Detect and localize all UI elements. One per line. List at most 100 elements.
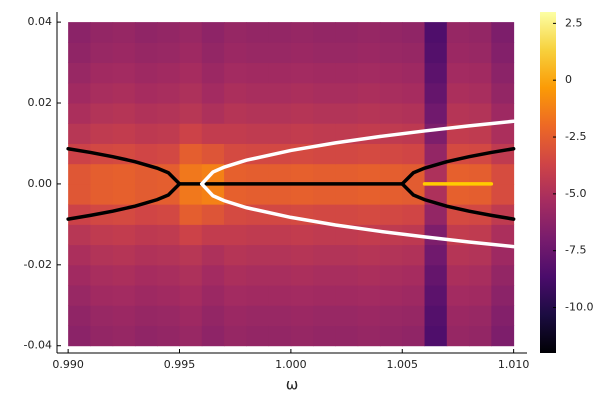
heatmap-cell xyxy=(357,62,381,84)
heatmap-cell xyxy=(424,62,448,84)
heatmap-cell xyxy=(424,204,448,225)
heatmap-cell xyxy=(90,325,114,347)
heatmap-cell xyxy=(335,204,359,225)
heatmap-cell xyxy=(313,163,336,185)
heatmap-cell xyxy=(134,305,158,326)
heatmap-cell xyxy=(335,264,359,286)
heatmap-cell xyxy=(201,62,225,84)
heatmap-cell xyxy=(90,183,114,205)
heatmap-cell xyxy=(201,143,225,165)
heatmap-cell xyxy=(201,22,225,43)
y-tick-label: 0.02 xyxy=(28,96,53,109)
heatmap-cell xyxy=(68,163,91,185)
heatmap-cell xyxy=(201,123,225,144)
heatmap-cell xyxy=(290,62,314,84)
heatmap-cell xyxy=(446,264,470,286)
heatmap-cell xyxy=(402,42,426,64)
heatmap-cell xyxy=(469,103,492,124)
heatmap-cell xyxy=(246,42,270,64)
heatmap-cell xyxy=(224,285,247,306)
heatmap-cell xyxy=(491,305,515,326)
heatmap-cell xyxy=(90,22,114,43)
heatmap-cell xyxy=(179,123,203,144)
curve xyxy=(400,146,516,186)
heatmap-cell xyxy=(290,163,314,185)
heatmap-cell xyxy=(90,42,114,64)
heatmap-cell xyxy=(134,285,158,306)
heatmap-cell xyxy=(134,143,158,165)
heatmap-cell xyxy=(90,103,114,124)
heatmap-cell xyxy=(357,42,381,64)
heatmap-cell xyxy=(424,42,448,64)
heatmap-cell xyxy=(157,42,181,64)
heatmap-cell xyxy=(157,244,181,266)
heatmap-cell xyxy=(246,62,270,84)
heatmap-cell xyxy=(224,224,247,246)
heatmap-cell xyxy=(446,325,470,347)
y-tick-label: -0.04 xyxy=(24,339,52,352)
heatmap-cell xyxy=(335,244,359,266)
heatmap-cell xyxy=(379,183,403,205)
heatmap-cell xyxy=(179,244,203,266)
heatmap-cell xyxy=(90,123,114,144)
heatmap-cell xyxy=(313,264,336,286)
heatmap-cell xyxy=(246,264,270,286)
heatmap-cell xyxy=(469,325,492,347)
heatmap-cell xyxy=(313,42,336,64)
heatmap-cell xyxy=(268,22,292,43)
heatmap-cell xyxy=(224,183,247,205)
heatmap-cell xyxy=(402,325,426,347)
curve xyxy=(66,146,182,186)
heatmap-cell xyxy=(179,264,203,286)
heatmap-cell xyxy=(68,42,91,64)
heatmap-cell xyxy=(424,123,448,144)
heatmap-cell xyxy=(179,183,203,205)
heatmap-cell xyxy=(224,264,247,286)
heatmap-cell xyxy=(134,244,158,266)
heatmap-cell xyxy=(246,103,270,124)
x-axis-label: ω xyxy=(286,376,299,394)
heatmap-cell xyxy=(68,244,91,266)
heatmap-cell xyxy=(402,143,426,165)
heatmap-cell xyxy=(424,244,448,266)
heatmap-cell xyxy=(469,62,492,84)
heatmap-cell xyxy=(268,123,292,144)
heatmap-cell xyxy=(112,224,136,246)
heatmap-cell xyxy=(224,305,247,326)
heatmap-cell xyxy=(246,82,270,104)
heatmap-cell xyxy=(157,82,181,104)
heatmap-cell xyxy=(157,264,181,286)
heatmap-cell xyxy=(357,204,381,225)
heatmap-cell xyxy=(201,42,225,64)
heatmap-cell xyxy=(290,224,314,246)
heatmap-cell xyxy=(90,305,114,326)
heatmap-cell xyxy=(379,325,403,347)
heatmap-cell xyxy=(268,264,292,286)
heatmap-cell xyxy=(379,285,403,306)
heatmap-cell xyxy=(201,244,225,266)
heatmap-cell xyxy=(68,183,91,205)
heatmap-cell xyxy=(424,305,448,326)
heatmap-cell xyxy=(68,103,91,124)
heatmap-cell xyxy=(112,82,136,104)
heatmap-cell xyxy=(446,82,470,104)
heatmap-cell xyxy=(112,325,136,347)
heatmap-cell xyxy=(290,103,314,124)
heatmap-cell xyxy=(313,103,336,124)
heatmap-cell xyxy=(112,285,136,306)
heatmap-cell xyxy=(157,123,181,144)
heatmap-cell xyxy=(268,224,292,246)
heatmap-cell xyxy=(179,305,203,326)
heatmap-cell xyxy=(179,103,203,124)
heatmap-cell xyxy=(357,163,381,185)
heatmap-cell xyxy=(379,62,403,84)
heatmap-cell xyxy=(469,42,492,64)
heatmap-cell xyxy=(424,103,448,124)
heatmap-cell xyxy=(179,163,203,185)
heatmap-cell xyxy=(224,123,247,144)
y-tick-label: -0.02 xyxy=(24,258,52,271)
heatmap-cell xyxy=(157,305,181,326)
heatmap-cell xyxy=(224,143,247,165)
heatmap-cell xyxy=(379,244,403,266)
heatmap-cell xyxy=(402,285,426,306)
